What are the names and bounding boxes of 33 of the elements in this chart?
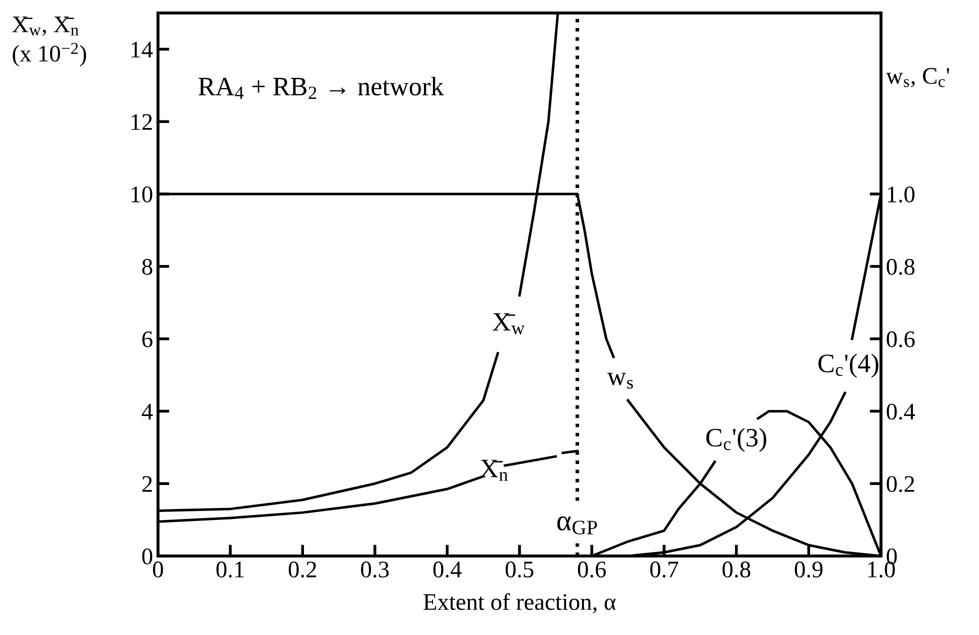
x-tick-label: 0.6 [578, 562, 606, 578]
x-tick-label: 0.8 [722, 562, 750, 578]
y-axis-title: X̄$_{w}$, X̄$_{n}$ (x 10$^{−2}$) [12, 16, 86, 66]
series-label: w$_{s}$ [607, 372, 633, 389]
annotation: RA$_{4}$ + RB$_{2}$ → network [198, 76, 444, 99]
x-tick-label: 0.4 [433, 562, 462, 578]
ref-line-label: α$_{GP}$ [557, 516, 597, 534]
series-label: C$_{c}$'(3) [706, 428, 766, 452]
y-tick-label: 6 [142, 331, 152, 348]
series-label: X̄$_{w}$ [492, 313, 525, 334]
y2-tick-label: 0.4 [886, 404, 916, 420]
y2-tick-label: 1.0 [888, 186, 914, 203]
y-tick-label: 8 [142, 258, 152, 275]
x-tick-label: 0.2 [288, 562, 316, 578]
x-tick-label: 0.5 [506, 562, 534, 578]
x-tick-label: 0.9 [794, 562, 822, 578]
x-tick-label: 0 [152, 562, 164, 578]
y-tick-label: 12 [132, 114, 152, 130]
series-label: C$_{c}$'(4) [818, 354, 878, 378]
y2-tick-label: 0.2 [886, 476, 914, 492]
x-axis-title: Extent of reaction, α [424, 593, 616, 614]
y-tick-label: 10 [132, 186, 152, 202]
y-tick-label: 2 [142, 476, 152, 492]
y2-tick-label: 0.6 [886, 331, 915, 348]
series-label: X̄$_{n}$ [480, 460, 508, 481]
x-tick-label: 0.3 [361, 562, 389, 578]
y-tick-label: 0 [142, 548, 152, 564]
y-tick-label: 4 [142, 404, 153, 420]
x-tick-label: 0.7 [650, 562, 678, 578]
y2-tick-label: 0.8 [886, 258, 914, 275]
y2-axis-title: w$_{s}$, C$_{c}$' [886, 68, 950, 88]
x-tick-label: 0.1 [216, 562, 244, 578]
y-tick-label: 14 [132, 42, 153, 58]
